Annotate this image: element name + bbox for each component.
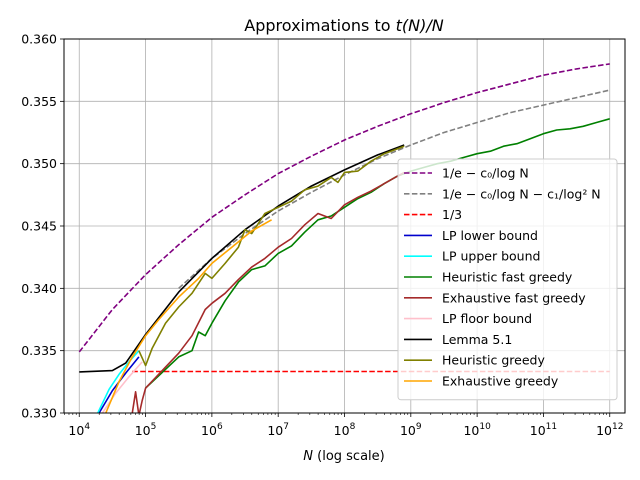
legend-label-1: 1/e − c₀/log N − c₁/log² N	[442, 186, 601, 201]
y-tick-label: 0.340	[21, 281, 57, 296]
y-tick-label: 0.350	[21, 156, 57, 171]
legend: 1/e − c₀/log N 1/e − c₀/log N − c₁/log² N…	[397, 158, 618, 401]
series-line-9	[138, 145, 405, 367]
legend-label-3: LP lower bound	[442, 228, 538, 243]
x-axis: 104 105 106 107 108 109 1010 1011 1012	[64, 413, 623, 438]
y-tick-label: 0.330	[21, 406, 57, 421]
legend-label-4: LP upper bound	[442, 249, 540, 264]
x-tick-label: 1011	[530, 422, 557, 438]
x-tick-label: 1010	[463, 422, 491, 438]
legend-label-7: LP floor bound	[442, 311, 532, 326]
series-line-6	[131, 171, 405, 413]
y-axis: 0.330 0.335 0.340 0.345 0.350 0.355 0.360	[21, 32, 64, 421]
y-tick-label: 0.335	[21, 343, 57, 358]
legend-label-8: Lemma 5.1	[442, 332, 512, 347]
x-tick-label: 105	[135, 422, 157, 438]
chart-title: Approximations to t(N)/N	[244, 16, 443, 35]
legend-box	[397, 158, 618, 401]
legend-label-9: Heuristic greedy	[442, 353, 545, 368]
x-axis-label: N (log scale)	[303, 449, 384, 464]
series-line-10	[105, 219, 272, 413]
x-tick-label: 1012	[596, 422, 623, 438]
series-line-8	[79, 144, 405, 373]
x-tick-label: 109	[400, 422, 422, 438]
legend-label-10: Exhaustive greedy	[442, 374, 559, 389]
y-tick-label: 0.360	[21, 32, 57, 47]
x-tick-label: 108	[334, 422, 356, 438]
legend-label-2: 1/3	[442, 207, 462, 222]
series-line-7	[101, 361, 143, 413]
legend-label-6: Exhaustive fast greedy	[442, 290, 586, 305]
series-line-0	[78, 63, 610, 353]
y-tick-label: 0.355	[21, 94, 57, 109]
legend-label-5: Heuristic fast greedy	[442, 270, 573, 285]
y-tick-label: 0.345	[21, 219, 57, 234]
x-tick-label: 107	[267, 422, 289, 438]
x-tick-label: 106	[201, 422, 223, 438]
series-line-1	[178, 89, 610, 289]
legend-label-0: 1/e − c₀/log N	[442, 166, 529, 181]
x-tick-label: 104	[68, 422, 90, 438]
